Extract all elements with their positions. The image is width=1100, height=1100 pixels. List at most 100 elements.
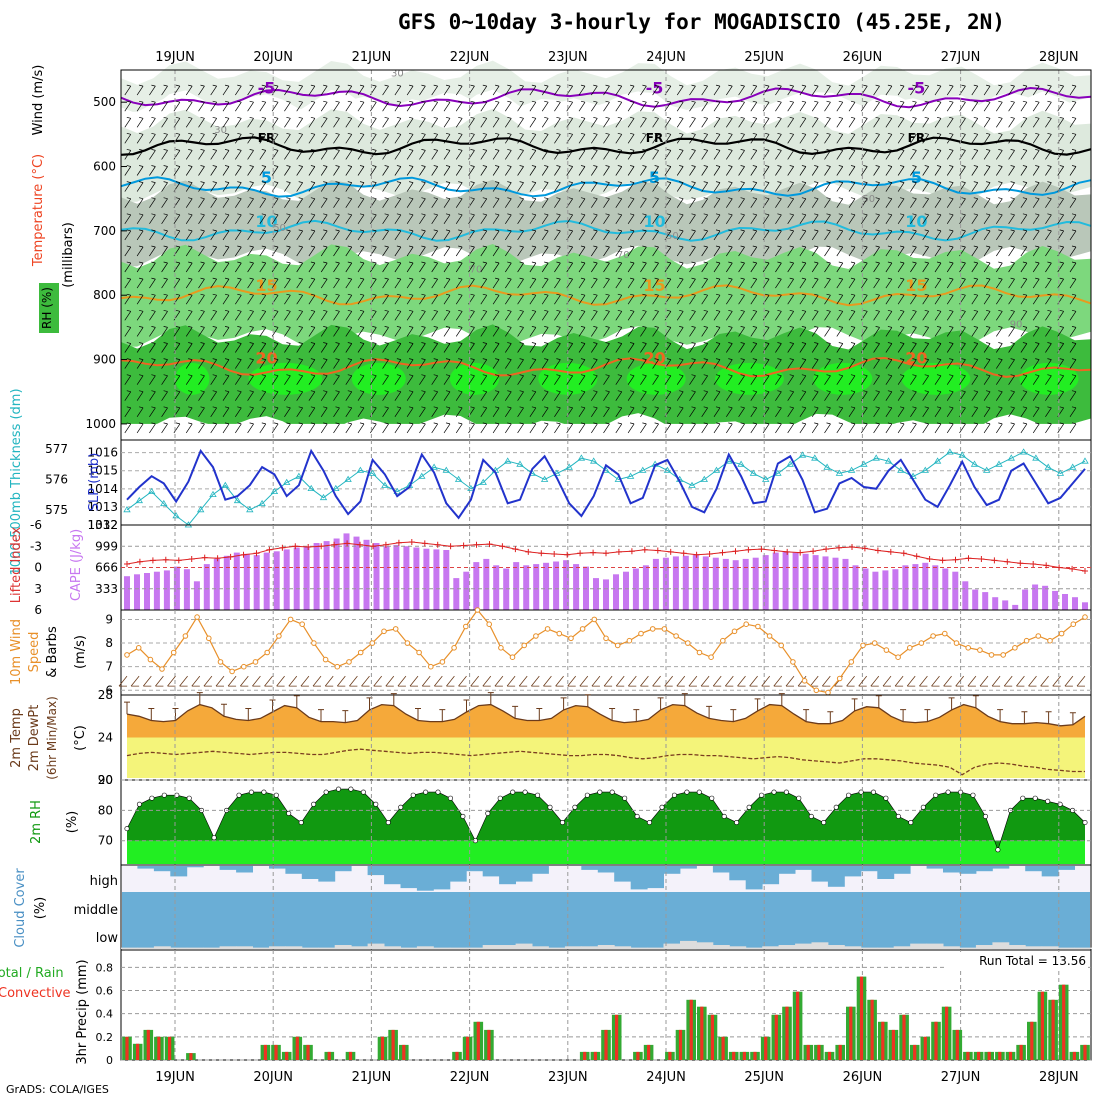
wind-barb	[124, 374, 132, 385]
wind-barb	[455, 422, 463, 434]
wind-barb	[897, 326, 905, 337]
wind-barb	[247, 165, 254, 176]
wind-barb	[811, 309, 819, 321]
wind-barb	[848, 116, 856, 128]
wind-barb	[345, 277, 353, 289]
wind-barb	[222, 342, 230, 353]
wind-barb	[443, 229, 451, 241]
wind-barb	[370, 277, 377, 289]
wind-barb	[247, 116, 254, 128]
wind-barb	[824, 132, 831, 144]
precip-convective-bar	[817, 1044, 821, 1060]
wind-barb	[308, 374, 316, 385]
lifted-index-point	[305, 544, 312, 550]
temp-minmax-bar	[487, 692, 494, 705]
wind-barb	[284, 100, 291, 112]
wind-speed-point	[918, 640, 925, 646]
wind-barb	[455, 293, 463, 305]
rh2m-line	[126, 788, 1086, 851]
wind-barb	[419, 293, 426, 305]
wind-barb	[308, 165, 316, 176]
thickness-point	[577, 454, 586, 461]
wind-barb	[1045, 342, 1052, 353]
rh2m-point	[597, 789, 603, 795]
cape-bar	[593, 578, 599, 610]
wind-barb	[922, 342, 929, 353]
wind-barb	[1057, 165, 1064, 176]
wind-barb	[320, 342, 328, 353]
wind-barb	[848, 326, 856, 337]
slp-tick-label: 1015	[87, 464, 118, 478]
wind-barb	[308, 197, 316, 208]
wind-barb	[271, 261, 279, 273]
wind-barb-10m	[118, 675, 128, 687]
wind-barb	[136, 213, 144, 224]
wind-barb	[1032, 422, 1040, 434]
wind-barb-10m	[809, 675, 819, 687]
wind-barb	[627, 261, 635, 273]
wind-barb	[676, 374, 684, 385]
wind-speed-point	[895, 654, 901, 661]
wind-barb	[198, 326, 205, 337]
cloud-high-bar	[466, 866, 484, 872]
lifted-index-point	[654, 547, 661, 554]
wind-barb	[603, 293, 610, 305]
wind-barb-10m	[361, 675, 370, 687]
wind-barb	[222, 422, 230, 434]
wind-barb	[554, 165, 561, 176]
wind-barb	[124, 390, 132, 401]
cloud-high-bar	[334, 866, 352, 872]
wind-barb	[934, 229, 942, 241]
wind-barb	[811, 406, 819, 417]
rh2m-point	[833, 804, 839, 810]
wind-barb	[185, 374, 193, 385]
wind-barb	[996, 213, 1003, 224]
cloud-high-bar	[236, 866, 253, 873]
wind-barb	[259, 309, 267, 321]
wind-barb	[259, 293, 267, 305]
wind-barb	[149, 229, 156, 241]
wind-barb	[824, 358, 831, 369]
wind-barb	[296, 358, 303, 369]
wind-barb	[738, 277, 745, 289]
precip-convective-bar	[668, 1051, 672, 1060]
cape-bar	[303, 546, 310, 610]
wind-barb	[210, 181, 217, 192]
wind-barb-10m	[543, 675, 552, 687]
lifted-index-point	[512, 546, 519, 553]
wind-barb	[320, 213, 328, 224]
wind-barb	[897, 261, 905, 273]
wind-barb	[627, 100, 635, 112]
pressure-tick-label: 900	[93, 353, 116, 367]
wind-speed-point	[474, 607, 481, 613]
wind-barb	[247, 374, 254, 385]
rh2m-point	[559, 819, 565, 825]
wind-barb	[946, 406, 954, 417]
wind-barb	[124, 309, 132, 321]
cape-bar	[443, 550, 450, 610]
wind-barb	[910, 358, 917, 369]
wind-barb	[296, 374, 303, 385]
wind-barb	[455, 374, 463, 385]
wind-barb	[627, 309, 635, 321]
wind-barb	[136, 293, 144, 305]
wind-barb	[897, 245, 905, 257]
wind-barb	[1069, 261, 1077, 273]
precip-convective-bar	[1083, 1044, 1087, 1060]
wind-barb	[247, 149, 254, 160]
wind-barb	[505, 342, 512, 353]
wind-barb	[701, 358, 708, 369]
wind-barb	[394, 261, 402, 273]
wind-barb	[345, 309, 353, 321]
wind-barb	[492, 293, 500, 305]
wind-barb	[517, 358, 524, 369]
lifted-index-point	[810, 548, 817, 555]
wind-barb	[443, 326, 451, 337]
wind-barb	[996, 277, 1003, 289]
rh-contour-label: 70	[617, 250, 630, 261]
wind-barb	[480, 277, 488, 289]
cape-bar	[193, 581, 200, 610]
wind-barb	[873, 229, 880, 241]
wind-barb	[836, 422, 844, 434]
wind-barb	[149, 293, 156, 305]
